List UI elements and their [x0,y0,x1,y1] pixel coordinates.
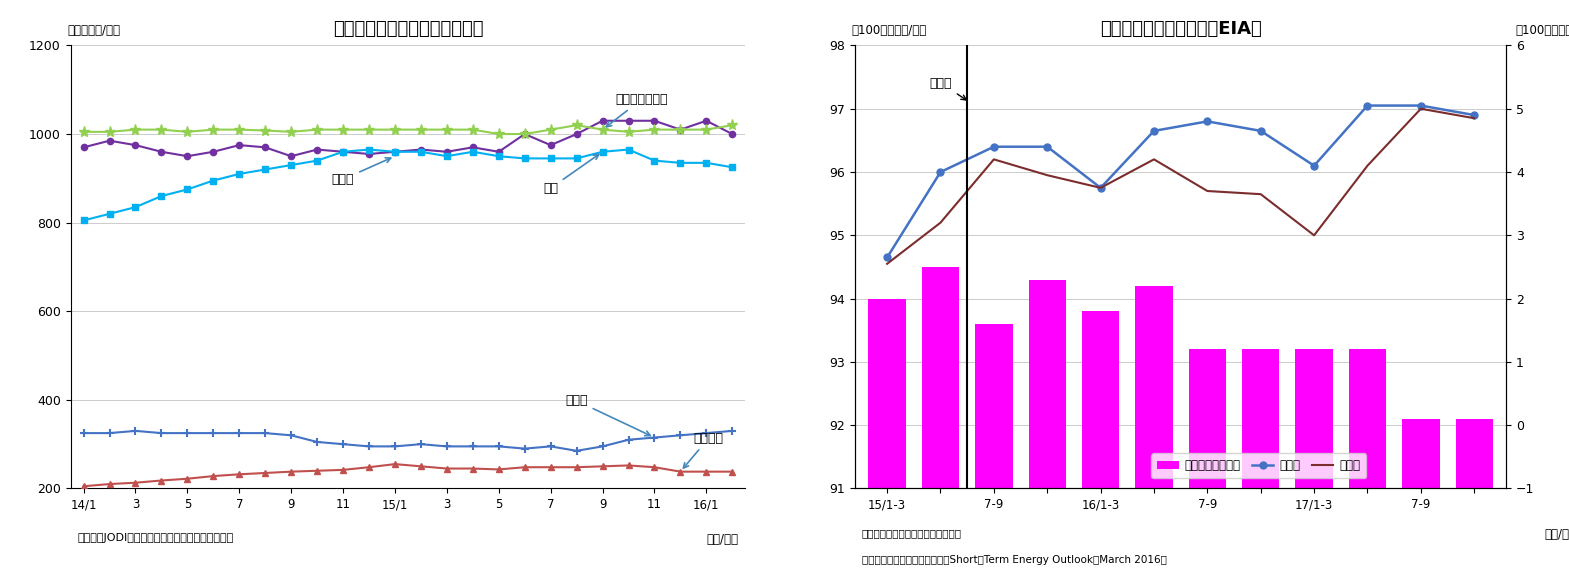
Text: （注）原油のほか、類似燃料も含む: （注）原油のほか、類似燃料も含む [861,528,962,538]
Bar [1083,311,1119,488]
Text: （年/月）: （年/月） [706,533,739,546]
Text: ブラジル: ブラジル [684,432,723,468]
Text: （100万バレル/日）: （100万バレル/日） [852,24,927,36]
Bar [1403,419,1439,488]
Title: 世界の原油需給見通し（EIA）: 世界の原油需給見通し（EIA） [1100,20,1261,38]
Legend: 在庫増減（右軸）, 生産量, 消費量: 在庫増減（右軸）, 生産量, 消費量 [1152,453,1367,478]
Text: ロシア: ロシア [331,158,391,186]
Text: （資料）米エネルギー情報局「Short－Term Energy Outlook－March 2016」: （資料）米エネルギー情報局「Short－Term Energy Outlook－… [861,555,1166,565]
Bar [1243,349,1279,488]
Bar [1029,279,1065,488]
Bar [1349,349,1385,488]
Bar [1296,349,1332,488]
Bar [869,299,905,488]
Text: （万バレル/日）: （万バレル/日） [67,24,121,36]
Bar [1136,286,1172,488]
Bar [1189,349,1225,488]
Text: （資料）JODIデータよりニッセイ基礎研究所作成: （資料）JODIデータよりニッセイ基礎研究所作成 [77,533,234,543]
Bar [976,324,1012,488]
Text: 米国: 米国 [543,154,599,195]
Text: （100万バレル/日）: （100万バレル/日） [1516,24,1569,36]
Bar [1456,419,1492,488]
Text: 見通し: 見通し [930,77,967,100]
Bar [923,267,959,488]
Title: 主要産油国　原油生産量の推移: 主要産油国 原油生産量の推移 [333,20,483,38]
Text: （年/四半期）: （年/四半期） [1545,528,1569,541]
Text: イラン: イラン [565,394,650,436]
Text: サウジアラビア: サウジアラビア [606,93,668,127]
